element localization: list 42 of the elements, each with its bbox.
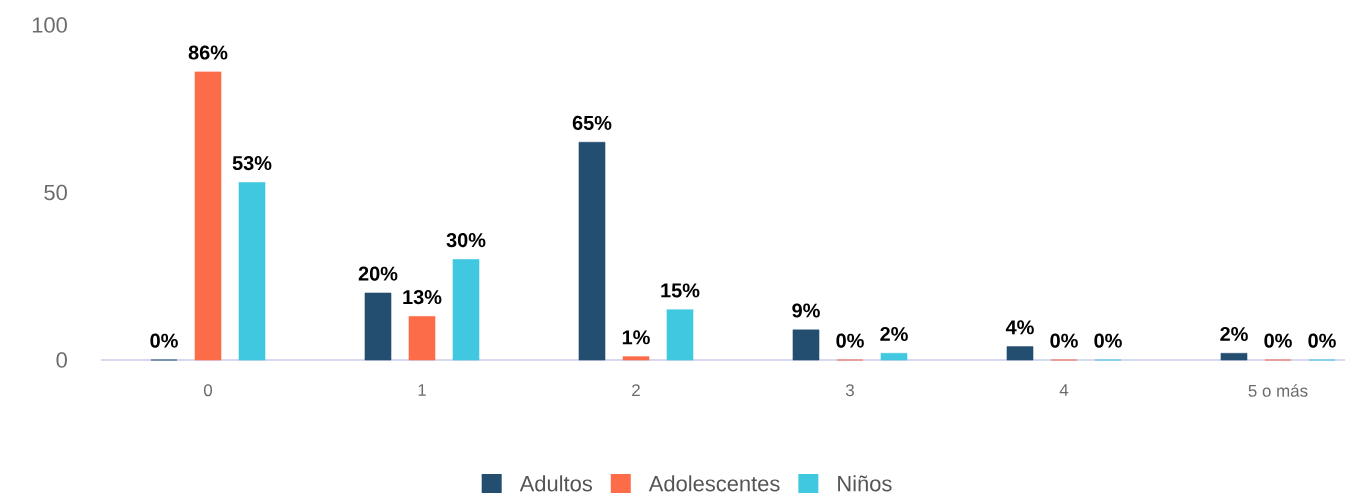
bar: [194, 71, 222, 361]
bar: [1220, 353, 1248, 361]
x-tick-label: 3: [845, 384, 854, 397]
data-label: 0%: [150, 333, 178, 348]
y-tick-label: 50: [44, 184, 67, 201]
bar: [880, 353, 908, 361]
bar: [1006, 346, 1034, 361]
data-label: 2%: [880, 326, 908, 341]
data-label: 13%: [403, 290, 442, 305]
legend-label: Adultos: [519, 475, 592, 492]
bar: [622, 356, 650, 361]
legend-label: Adolescentes: [648, 475, 780, 492]
bar: [408, 316, 436, 361]
y-tick-label: 100: [32, 17, 67, 33]
bar: [578, 141, 606, 361]
data-label: 53%: [232, 156, 272, 171]
data-label: 9%: [792, 303, 820, 318]
data-label: 15%: [661, 283, 700, 298]
data-label: 4%: [1005, 320, 1034, 335]
data-label: 30%: [446, 233, 486, 248]
bar: [238, 182, 266, 361]
data-label: 0%: [1264, 333, 1292, 348]
bar: [364, 292, 392, 361]
data-label: 65%: [572, 115, 612, 130]
legend-label: Niños: [838, 475, 892, 492]
x-tick-label: 5 o más: [1248, 384, 1308, 397]
x-tick-label: 2: [632, 384, 640, 397]
data-label: 0%: [1050, 333, 1078, 348]
bar: [666, 309, 694, 361]
y-tick-label: 0: [56, 352, 67, 368]
bar: [452, 259, 480, 361]
data-label: 0%: [836, 333, 864, 348]
data-label: 1%: [622, 330, 650, 345]
x-tick-label: 4: [1059, 384, 1069, 396]
data-label: 0%: [1094, 333, 1122, 348]
data-label: 2%: [1220, 326, 1248, 341]
data-label: 0%: [1308, 333, 1336, 348]
data-label: 86%: [188, 45, 228, 60]
data-label: 20%: [358, 266, 398, 281]
x-tick-label: 1: [418, 384, 426, 396]
x-tick-label: 0: [203, 384, 213, 397]
bar: [792, 329, 820, 361]
